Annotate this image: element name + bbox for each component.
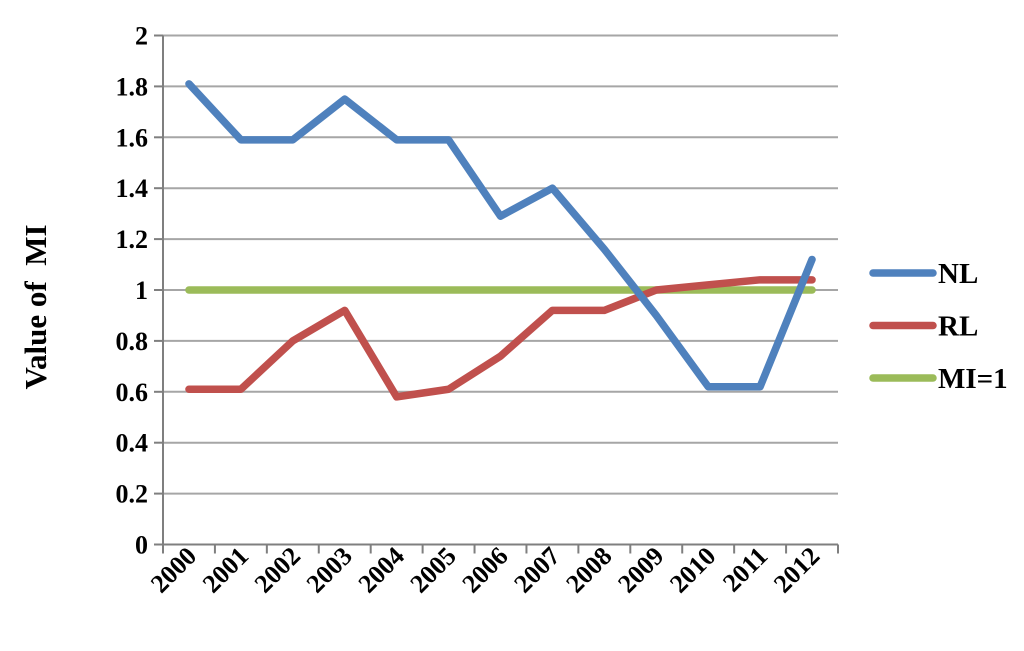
x-tick-label: 2004 bbox=[353, 541, 410, 598]
legend-label-nl: NL bbox=[938, 258, 978, 290]
y-tick-label: 0.8 bbox=[116, 327, 149, 356]
y-tick-label: 0.6 bbox=[116, 378, 149, 407]
legend-label-mi-1: MI=1 bbox=[938, 363, 1008, 395]
series-line-rl bbox=[185, 276, 816, 401]
y-axis-title: Value of MI bbox=[18, 224, 53, 390]
x-tick-label: 2003 bbox=[301, 541, 358, 598]
x-tick-label: 2002 bbox=[249, 541, 306, 598]
x-tick-label: 2001 bbox=[197, 541, 254, 598]
x-tick-label: 2009 bbox=[612, 541, 669, 598]
y-tick-label: 0.4 bbox=[116, 429, 149, 458]
x-tick-label: 2011 bbox=[717, 541, 773, 597]
y-tick-label: 0 bbox=[135, 531, 148, 560]
y-tick-label: 1 bbox=[135, 276, 148, 305]
x-tick-label: 2012 bbox=[768, 541, 825, 598]
legend-label-rl: RL bbox=[938, 311, 978, 343]
x-tick-label: 2010 bbox=[664, 541, 721, 598]
x-tick-label: 2008 bbox=[560, 541, 617, 598]
y-tick-label: 1.8 bbox=[116, 72, 149, 101]
y-tick-label: 1.6 bbox=[116, 123, 149, 152]
y-tick-label: 2 bbox=[135, 22, 148, 51]
y-tick-label: 1.2 bbox=[116, 225, 149, 254]
x-tick-label: 2000 bbox=[145, 541, 202, 598]
x-tick-label: 2006 bbox=[456, 541, 513, 598]
x-tick-label: 2005 bbox=[405, 541, 462, 598]
series-line-nl bbox=[185, 80, 816, 391]
y-tick-label: 0.2 bbox=[116, 480, 149, 509]
x-tick-label: 2007 bbox=[508, 541, 565, 598]
y-tick-label: 1.4 bbox=[116, 174, 149, 203]
